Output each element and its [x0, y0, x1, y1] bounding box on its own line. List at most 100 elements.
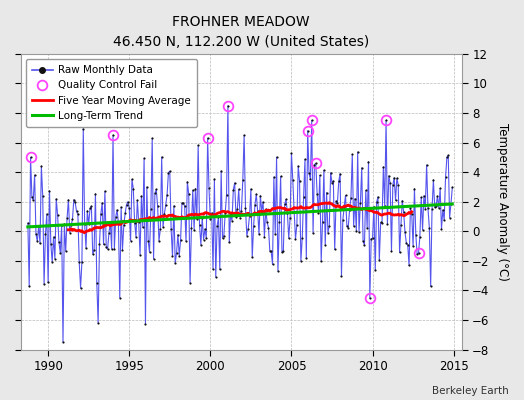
Point	[152, 186, 160, 193]
Point	[243, 232, 251, 239]
Point	[334, 178, 343, 185]
Point	[424, 205, 432, 212]
Point	[432, 203, 440, 209]
Point	[240, 132, 248, 138]
Point	[172, 250, 181, 256]
Point	[126, 237, 135, 244]
Point	[279, 248, 288, 254]
Point	[362, 187, 370, 194]
Point	[396, 249, 404, 256]
Point	[328, 180, 336, 186]
Point	[314, 210, 323, 216]
Point	[96, 210, 105, 217]
Point	[71, 199, 79, 206]
Point	[91, 190, 100, 197]
Point	[151, 190, 159, 196]
Point	[308, 117, 316, 124]
Point	[352, 228, 361, 234]
Point	[215, 266, 224, 272]
Point	[359, 238, 367, 244]
Point	[94, 320, 102, 326]
Point	[78, 259, 86, 265]
Point	[107, 246, 116, 252]
Point	[89, 251, 97, 257]
Point	[249, 223, 258, 229]
Point	[413, 251, 421, 258]
Point	[182, 238, 190, 244]
Point	[283, 210, 291, 216]
Legend: Raw Monthly Data, Quality Control Fail, Five Year Moving Average, Long-Term Tren: Raw Monthly Data, Quality Control Fail, …	[26, 59, 197, 127]
Point	[200, 236, 208, 243]
Point	[398, 197, 407, 204]
Point	[59, 339, 67, 345]
Point	[203, 135, 212, 141]
Point	[74, 211, 82, 218]
Point	[98, 200, 106, 206]
Point	[385, 172, 393, 179]
Point	[158, 154, 166, 160]
Point	[264, 224, 272, 231]
Point	[414, 250, 423, 257]
Point	[33, 238, 41, 244]
Point	[191, 185, 200, 192]
Point	[333, 200, 342, 206]
Point	[290, 208, 298, 215]
Point	[383, 221, 391, 227]
Point	[363, 225, 372, 231]
Point	[135, 219, 143, 226]
Point	[206, 216, 214, 222]
Point	[166, 168, 174, 174]
Point	[226, 210, 235, 217]
Point	[408, 211, 416, 218]
Point	[405, 262, 413, 268]
Y-axis label: Temperature Anomaly (°C): Temperature Anomaly (°C)	[496, 123, 509, 281]
Point	[232, 214, 240, 220]
Point	[360, 242, 368, 248]
Point	[156, 226, 165, 232]
Point	[119, 222, 128, 228]
Point	[143, 184, 151, 190]
Point	[114, 220, 123, 226]
Point	[303, 128, 312, 134]
Point	[237, 208, 246, 214]
Point	[326, 170, 335, 176]
Point	[63, 215, 71, 222]
Point	[289, 177, 297, 183]
Point	[422, 162, 431, 168]
Point	[376, 219, 385, 226]
Point	[260, 234, 269, 240]
Point	[351, 196, 359, 202]
Point	[231, 180, 239, 186]
Point	[271, 230, 279, 237]
Point	[105, 230, 113, 236]
Point	[184, 191, 193, 197]
Point	[174, 232, 182, 238]
Point	[428, 206, 436, 212]
Point	[406, 205, 414, 212]
Point	[110, 246, 118, 252]
Point	[56, 250, 64, 256]
Point	[302, 255, 311, 262]
Point	[224, 102, 232, 109]
Point	[354, 149, 362, 155]
Point	[160, 211, 169, 217]
Point	[378, 220, 386, 226]
Point	[48, 259, 57, 265]
Point	[136, 252, 144, 258]
Point	[266, 248, 274, 254]
Text: Berkeley Earth: Berkeley Earth	[432, 386, 508, 396]
Point	[298, 234, 307, 241]
Point	[336, 170, 344, 177]
Point	[67, 222, 75, 228]
Point	[161, 202, 170, 208]
Point	[350, 223, 358, 229]
Point	[296, 178, 304, 184]
Point	[429, 176, 438, 183]
Point	[431, 204, 439, 211]
Point	[109, 132, 117, 138]
Point	[325, 222, 333, 229]
Point	[58, 222, 66, 228]
Point	[30, 172, 39, 178]
Point	[163, 191, 171, 198]
Point	[389, 182, 397, 188]
